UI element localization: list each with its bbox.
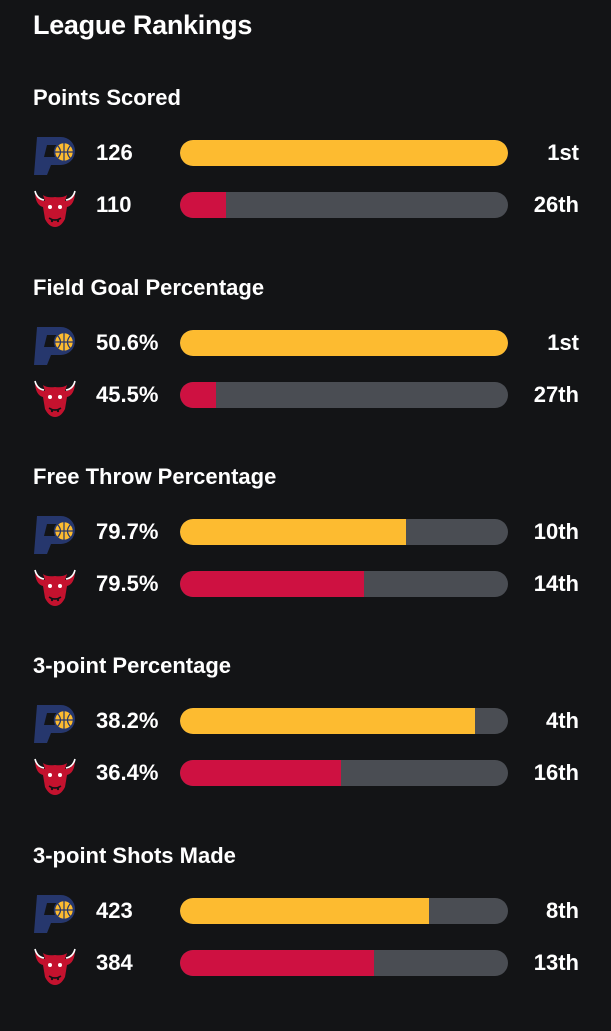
bulls-stat-row: 36.4% 16th <box>0 753 611 795</box>
stat-section: 3-point Shots Made 423 8th 384 13th <box>0 841 611 1031</box>
ranking-bar-track <box>180 519 508 545</box>
stat-title: 3-point Shots Made <box>33 843 236 868</box>
ranking-bar-track <box>180 898 508 924</box>
ranking-bar-fill <box>180 382 217 408</box>
pacers-stat-row: 38.2% 4th <box>0 701 611 743</box>
league-rank: 27th <box>533 382 579 407</box>
ranking-bar-fill <box>180 571 364 597</box>
pacers-stat-row: 126 1st <box>0 133 611 175</box>
stat-section: Free Throw Percentage 79.7% 10th 79.5% 14t… <box>0 462 611 652</box>
stat-value: 79.5% <box>96 571 159 596</box>
stat-title: Field Goal Percentage <box>33 275 265 300</box>
stat-value: 50.6% <box>96 330 159 355</box>
bulls-stat-row: 110 26th <box>0 185 611 227</box>
league-rank: 8th <box>546 898 579 923</box>
ranking-bar-track <box>180 760 508 786</box>
league-rank: 16th <box>533 760 579 785</box>
pacers-logo-icon <box>31 323 79 367</box>
bulls-stat-row: 79.5% 14th <box>0 564 611 606</box>
league-rank: 4th <box>546 708 579 733</box>
ranking-bar-fill <box>180 192 226 218</box>
stat-value: 36.4% <box>96 760 159 785</box>
stat-value: 384 <box>96 950 133 975</box>
pacers-stat-row: 50.6% 1st <box>0 323 611 365</box>
league-rank: 14th <box>533 571 579 596</box>
stat-title: Free Throw Percentage <box>33 464 277 489</box>
ranking-bar-fill <box>180 898 430 924</box>
ranking-bar-fill <box>180 760 341 786</box>
league-rank: 13th <box>533 950 579 975</box>
ranking-bar-track <box>180 192 508 218</box>
pacers-logo-icon <box>31 701 79 745</box>
league-rank: 1st <box>547 330 579 355</box>
pacers-logo-icon <box>31 133 79 177</box>
pacers-logo-icon <box>31 512 79 556</box>
league-rank: 26th <box>533 192 579 217</box>
stat-section: Points Scored 126 1st 110 26th <box>0 83 611 273</box>
stat-value: 423 <box>96 898 133 923</box>
pacers-stat-row: 423 8th <box>0 891 611 933</box>
stat-section: Field Goal Percentage 50.6% 1st 45.5% 27th <box>0 273 611 463</box>
stat-value: 79.7% <box>96 519 159 544</box>
league-rank: 1st <box>547 140 579 165</box>
bulls-stat-row: 384 13th <box>0 943 611 985</box>
ranking-bar-fill <box>180 708 476 734</box>
ranking-bar-track <box>180 571 508 597</box>
bulls-stat-row: 45.5% 27th <box>0 375 611 417</box>
ranking-bar-fill <box>180 519 407 545</box>
stat-value: 38.2% <box>96 708 159 733</box>
bulls-logo-icon <box>31 185 79 229</box>
bulls-logo-icon <box>31 943 79 987</box>
stat-section: 3-point Percentage 38.2% 4th 36.4% 16th <box>0 651 611 841</box>
bulls-logo-icon <box>31 564 79 608</box>
ranking-bar-track <box>180 330 508 356</box>
stat-value: 126 <box>96 140 133 165</box>
stat-title: Points Scored <box>33 85 181 110</box>
league-rank: 10th <box>533 519 579 544</box>
ranking-bar-track <box>180 950 508 976</box>
stat-value: 45.5% <box>96 382 159 407</box>
stat-title: 3-point Percentage <box>33 653 232 678</box>
ranking-bar-fill <box>180 140 508 166</box>
stat-value: 110 <box>96 192 132 217</box>
ranking-bar-track <box>180 708 508 734</box>
league-rankings-panel: League Rankings Points Scored 126 1st 110… <box>0 10 611 985</box>
bulls-logo-icon <box>31 753 79 797</box>
page-title: League Rankings <box>33 10 253 40</box>
ranking-bar-fill <box>180 330 508 356</box>
ranking-bar-fill <box>180 950 374 976</box>
ranking-bar-track <box>180 382 508 408</box>
pacers-logo-icon <box>31 891 79 935</box>
pacers-stat-row: 79.7% 10th <box>0 512 611 554</box>
ranking-bar-track <box>180 140 508 166</box>
bulls-logo-icon <box>31 375 79 419</box>
